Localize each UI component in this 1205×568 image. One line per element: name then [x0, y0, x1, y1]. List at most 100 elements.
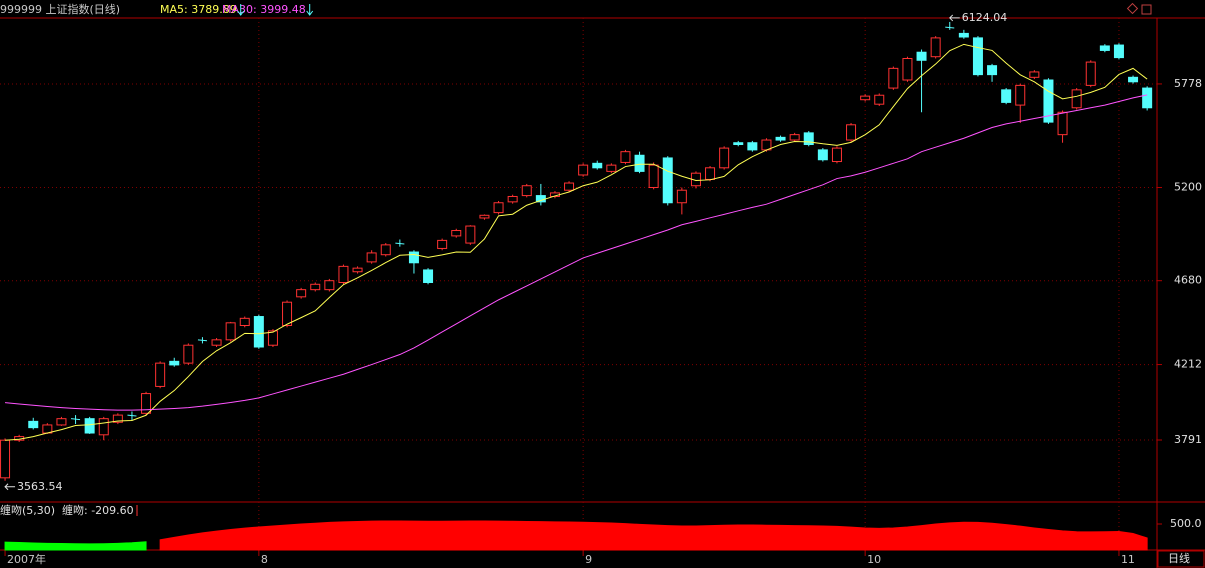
candle-body	[930, 37, 941, 58]
candle-body	[366, 252, 377, 263]
candle-body	[874, 94, 885, 105]
candle-body	[338, 265, 349, 283]
candle-body	[1142, 87, 1153, 109]
candle-body	[972, 37, 983, 76]
candle-body	[141, 393, 152, 414]
indicator-title: 缠吻(5,30)	[0, 503, 55, 517]
candle-body	[380, 244, 391, 256]
moving-average	[5, 43, 1148, 441]
legend-entry: MA30: 3999.48	[222, 3, 306, 16]
candle-body	[28, 420, 39, 429]
candle-body	[1071, 89, 1082, 109]
annotation-label: 6124.04	[962, 11, 1008, 24]
candle-body	[648, 164, 659, 189]
candle-body	[705, 167, 716, 180]
x-tick-label: 2007年	[7, 552, 46, 566]
candle-body	[310, 283, 321, 291]
candle-body	[662, 157, 673, 204]
candle-body	[620, 151, 631, 163]
candle-body	[1113, 44, 1124, 59]
candle-body	[860, 95, 871, 101]
candle-body	[831, 147, 842, 163]
candle-body	[803, 132, 814, 146]
period-label[interactable]: 日线	[1168, 551, 1190, 565]
candle-body	[197, 339, 207, 342]
candle-body	[155, 362, 166, 387]
candle-body	[902, 57, 913, 81]
candle-body	[437, 239, 448, 249]
candle-body	[1128, 76, 1139, 83]
candle-body	[395, 242, 405, 245]
candle-body	[1043, 79, 1054, 123]
window-icon[interactable]	[1141, 4, 1152, 15]
candle-body	[84, 418, 95, 434]
candle-body	[493, 202, 504, 214]
y-tick-label: 500.0	[1170, 517, 1202, 530]
candle-body	[1099, 45, 1110, 51]
candle-body	[408, 251, 419, 264]
x-tick-label: 10	[867, 553, 881, 566]
y-tick-label: 5778	[1174, 77, 1202, 90]
candle-body	[56, 418, 67, 426]
legend-arrow	[306, 4, 314, 16]
candle-body	[987, 65, 998, 76]
candle-body	[183, 344, 194, 364]
candle-body	[211, 339, 222, 346]
candle-body	[521, 185, 532, 197]
candle-body	[846, 124, 857, 141]
candle-body	[127, 414, 137, 417]
legend-entry: MA5: 3789.89	[160, 3, 237, 16]
candle-body	[253, 316, 264, 348]
candle-body	[507, 195, 518, 203]
candle-body	[719, 147, 730, 169]
chart-title: 999999 上证指数(日线)	[0, 2, 120, 16]
candle-body	[958, 32, 969, 38]
y-tick-label: 5200	[1174, 181, 1202, 194]
candle-body	[225, 322, 236, 341]
period-tab[interactable]	[1157, 550, 1205, 568]
annotation-arrow	[4, 483, 16, 491]
y-tick-label: 4680	[1174, 274, 1202, 287]
legend-arrow	[237, 4, 245, 16]
candle-body	[817, 149, 828, 161]
candle-body	[1001, 89, 1012, 103]
candle-body	[564, 182, 575, 191]
candle-body	[1015, 84, 1026, 106]
candle-body	[465, 225, 476, 244]
moving-average	[5, 94, 1148, 411]
candle-body	[239, 317, 250, 326]
candle-body	[945, 26, 955, 29]
indicator-area	[159, 520, 1148, 551]
candle-body	[592, 162, 603, 169]
y-tick-label: 4212	[1174, 358, 1202, 371]
candle-body	[169, 360, 180, 366]
candle-body	[676, 189, 687, 204]
candle-body	[451, 230, 462, 237]
x-tick-label: 11	[1121, 553, 1135, 566]
indicator-area	[4, 541, 147, 551]
candle-body	[888, 67, 899, 89]
candle-body	[789, 134, 800, 141]
y-tick-label: 3791	[1174, 433, 1202, 446]
candle-body	[916, 51, 927, 61]
candle-body	[578, 164, 589, 176]
candle-body	[733, 142, 744, 146]
indicator-value: 缠吻: -209.60	[62, 503, 134, 517]
annotation-label: 3563.54	[17, 480, 63, 493]
candle-body	[282, 301, 293, 326]
candle-body	[296, 289, 307, 298]
candle-body	[747, 142, 758, 151]
window-icon[interactable]	[1126, 2, 1139, 15]
candle-body	[1057, 111, 1068, 136]
annotation-arrow	[949, 14, 960, 22]
x-tick-label: 9	[585, 553, 592, 566]
candle-body	[775, 136, 786, 141]
candle-body	[479, 214, 490, 219]
candle-body	[606, 164, 617, 172]
candle-body	[98, 418, 109, 436]
candle-body	[71, 418, 81, 421]
candle-body	[1029, 71, 1040, 78]
candle-body	[267, 330, 278, 346]
